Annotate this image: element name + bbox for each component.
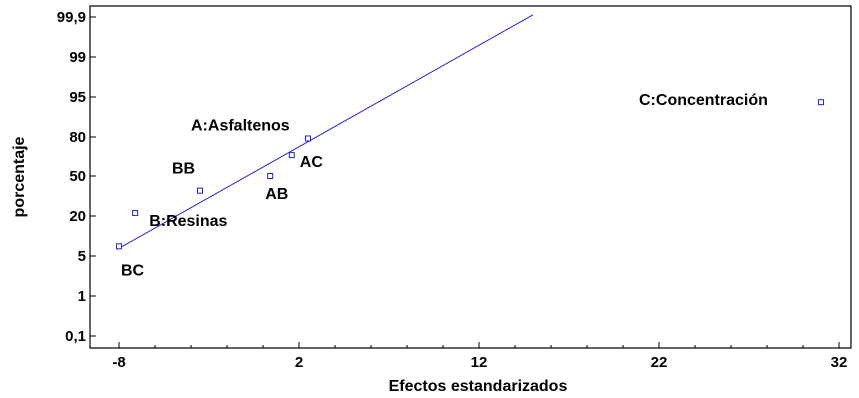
y-tick-label: 99,9: [57, 9, 86, 26]
x-tick-label: 32: [831, 354, 848, 371]
y-tick-label: 50: [69, 168, 86, 185]
data-point: [267, 173, 274, 179]
point-label: C:Concentración: [639, 92, 768, 109]
y-tick-label: 0,1: [65, 328, 86, 345]
y-axis-title: porcentaje: [11, 136, 28, 217]
data-point: [288, 152, 295, 159]
point-label: AC: [300, 154, 324, 171]
data-point: [197, 187, 203, 194]
data-point: [116, 243, 122, 250]
point-label: A:Asfaltenos: [191, 117, 290, 134]
x-axis: -8 2 12 22 32: [112, 342, 847, 371]
data-point: [132, 210, 139, 217]
y-tick-label: 99: [69, 49, 86, 66]
fit-line: [116, 14, 534, 250]
y-tick-label: 20: [69, 208, 86, 225]
x-tick-label: 12: [471, 354, 488, 371]
data-points: BC B:Resinas BB AB AC A:Asfaltenos C:Concentra…: [116, 92, 824, 279]
x-tick-label: 22: [651, 354, 668, 371]
y-tick-label: 5: [78, 248, 86, 265]
y-tick-label: 1: [78, 288, 86, 305]
y-axis: 0,1 1 5 20 50 80 95 99 99,9: [57, 9, 96, 345]
data-point: [305, 135, 311, 142]
y-tick-label: 80: [69, 129, 86, 146]
x-axis-title: Efectos estandarizados: [389, 378, 568, 395]
point-label: AB: [265, 186, 288, 203]
plot-frame: [89, 5, 852, 349]
point-label: B:Resinas: [149, 213, 227, 230]
y-tick-label: 95: [69, 89, 86, 106]
point-label: BC: [121, 262, 145, 279]
data-point: [818, 99, 824, 106]
x-tick-label: -8: [112, 354, 125, 371]
point-label: BB: [172, 161, 195, 178]
x-tick-label: 2: [295, 354, 303, 371]
